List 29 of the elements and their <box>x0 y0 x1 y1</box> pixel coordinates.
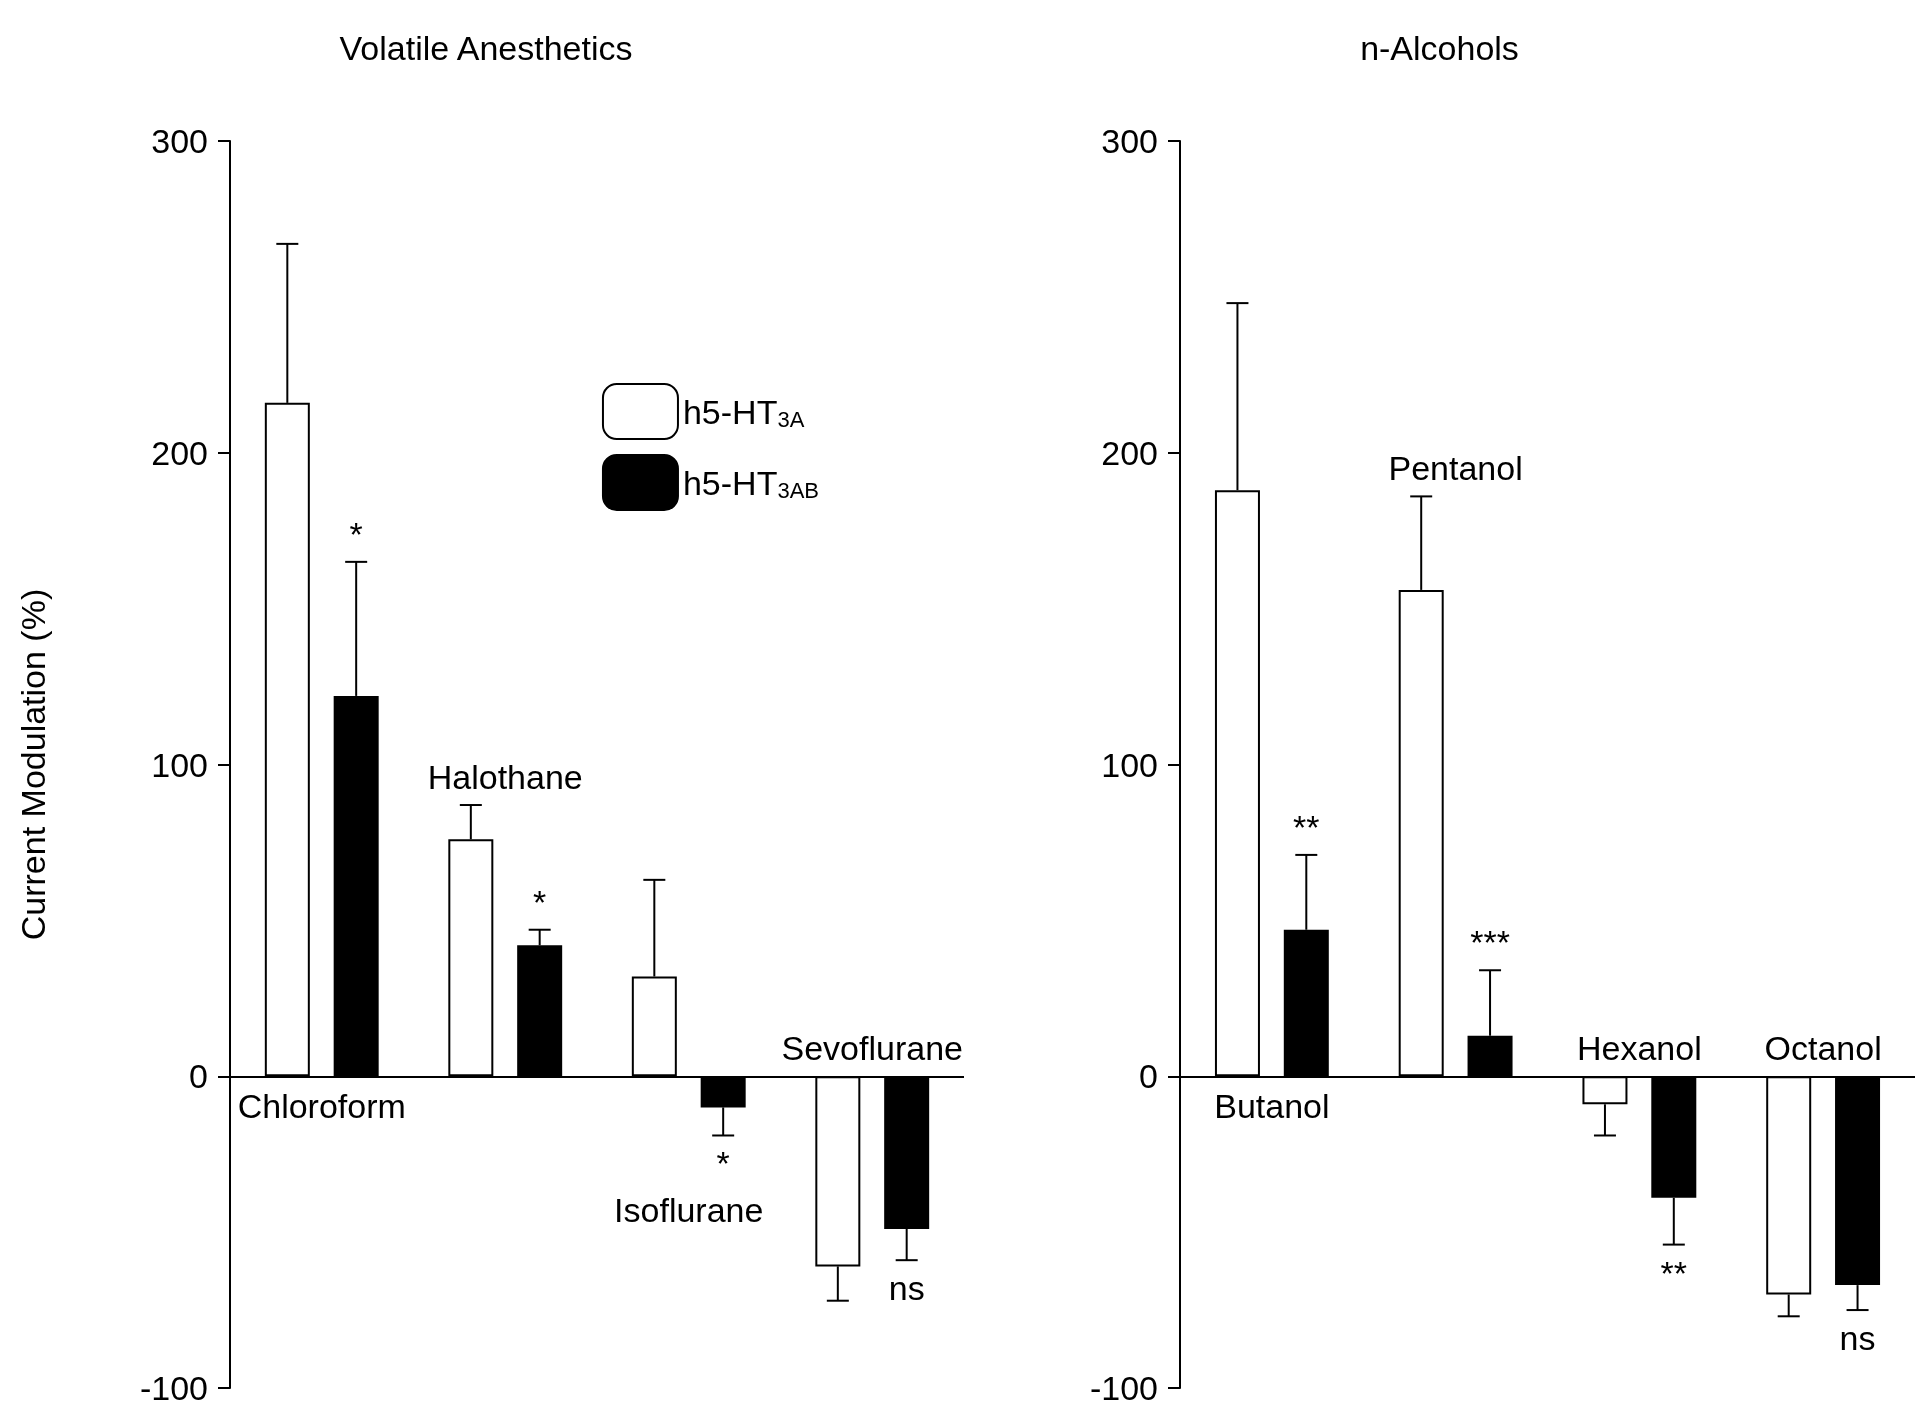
x-tick-label: Sevoflurane <box>781 1029 963 1068</box>
annotation: ** <box>1293 807 1320 846</box>
annotation: * <box>533 882 547 921</box>
y-tick-label: 0 <box>1139 1057 1158 1096</box>
annotation: ns <box>1839 1319 1876 1358</box>
y-tick-label: 100 <box>151 745 208 784</box>
chart-title: Volatile Anesthetics <box>339 29 633 67</box>
annotation: *** <box>1470 923 1510 962</box>
y-tick-label: 0 <box>189 1057 208 1096</box>
y-tick-label: 100 <box>1101 745 1158 784</box>
annotation: ns <box>888 1269 925 1308</box>
y-tick-label: 200 <box>1101 433 1158 472</box>
annotation: * <box>716 1144 730 1183</box>
annotation: * <box>349 514 363 553</box>
y-tick-label: 300 <box>1101 122 1158 160</box>
chart-title: n-Alcohols <box>1360 29 1519 67</box>
y-tick-label: 200 <box>151 433 208 472</box>
annotation: ** <box>1660 1253 1688 1292</box>
x-tick-label: Halothane <box>427 758 583 797</box>
x-tick-label: Hexanol <box>1577 1029 1702 1068</box>
x-tick-label: Octanol <box>1764 1029 1882 1068</box>
x-tick-label: Pentanol <box>1388 449 1523 488</box>
y-axis-title: Current Modulation (%) <box>14 588 52 941</box>
y-tick-label: 300 <box>151 122 208 160</box>
y-tick-label: -100 <box>1089 1369 1158 1407</box>
x-tick-label: Isoflurane <box>614 1191 764 1230</box>
y-tick-label: -100 <box>139 1369 208 1407</box>
x-tick-label: Chloroform <box>237 1087 406 1126</box>
x-tick-label: Butanol <box>1214 1087 1330 1126</box>
